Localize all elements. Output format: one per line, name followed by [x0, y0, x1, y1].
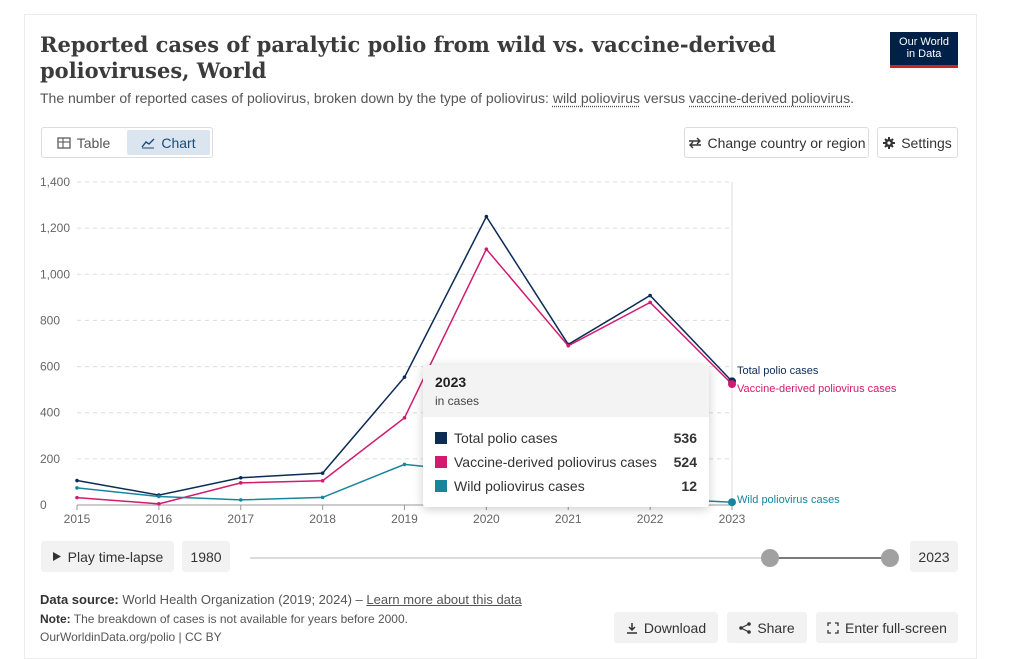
- x-tick-label: 2015: [64, 512, 91, 526]
- data-point: [238, 498, 243, 502]
- logo-line1: Our World: [899, 36, 949, 48]
- owid-logo[interactable]: Our World in Data: [890, 32, 958, 68]
- learn-more-link[interactable]: Learn more about this data: [366, 592, 522, 607]
- y-tick-label: 0: [40, 498, 47, 512]
- data-point: [157, 502, 161, 506]
- swatch-vaccine: [435, 456, 447, 468]
- y-tick-label: 1,200: [40, 221, 70, 235]
- y-tick-label: 200: [40, 452, 60, 466]
- swatch-wild: [435, 480, 447, 492]
- data-point: [75, 495, 79, 500]
- data-point: [648, 300, 652, 305]
- logo-line2: in Data: [906, 48, 942, 60]
- tooltip-row-vaccine: Vaccine-derived poliovirus cases 524: [423, 450, 709, 474]
- data-point: [648, 293, 652, 298]
- data-point: [320, 471, 325, 475]
- data-point: [320, 495, 325, 500]
- timeline-track[interactable]: [250, 557, 890, 559]
- fullscreen-button[interactable]: Enter full-screen: [816, 612, 958, 643]
- tab-chart-label: Chart: [161, 134, 196, 151]
- tooltip-row-wild: Wild poliovirus cases 12: [423, 474, 709, 498]
- play-icon: [52, 552, 61, 561]
- series-label: Vaccine-derived poliovirus cases: [737, 383, 897, 395]
- vaccine-derived-poliovirus-link[interactable]: vaccine-derived poliovirus: [689, 90, 851, 106]
- tooltip-unit: in cases: [435, 394, 480, 408]
- series-label: Wild poliovirus cases: [737, 494, 840, 506]
- tab-table-label: Table: [76, 134, 111, 151]
- data-source: Data source: World Health Organization (…: [40, 592, 522, 607]
- x-tick-label: 2017: [227, 512, 254, 526]
- share-button[interactable]: Share: [727, 612, 807, 643]
- y-tick-label: 1,000: [40, 267, 70, 281]
- x-tick-label: 2020: [473, 512, 500, 526]
- tooltip-row-total: Total polio cases 536: [423, 426, 709, 450]
- play-timelapse-button[interactable]: Play time-lapse: [41, 541, 174, 572]
- data-point: [484, 214, 489, 219]
- play-label: Play time-lapse: [67, 548, 164, 565]
- data-point: [75, 478, 79, 483]
- chart-tooltip: 2023 in cases Total polio cases 536 Vacc…: [423, 365, 709, 507]
- timeline-start-year[interactable]: 1980: [182, 541, 230, 572]
- y-tick-label: 1,400: [40, 175, 70, 189]
- data-point: [238, 481, 243, 485]
- wild-poliovirus-link[interactable]: wild poliovirus: [552, 90, 640, 106]
- x-tick-label: 2021: [555, 512, 582, 526]
- data-point: [728, 380, 736, 389]
- gear-icon: [883, 136, 896, 149]
- chart-note: Note: The breakdown of cases is not avai…: [40, 612, 408, 626]
- x-tick-label: 2023: [719, 512, 746, 526]
- data-point: [320, 478, 325, 483]
- chart-subtitle: The number of reported cases of poliovir…: [40, 90, 854, 106]
- line-chart-icon: [141, 138, 155, 148]
- chart-title: Reported cases of paralytic polio from w…: [40, 32, 776, 83]
- change-country-label: Change country or region: [707, 134, 866, 151]
- series-label: Total polio cases: [737, 365, 819, 377]
- data-point: [75, 486, 79, 490]
- y-tick-label: 600: [40, 360, 60, 374]
- data-point: [566, 344, 571, 348]
- swap-arrows-icon: [688, 137, 701, 148]
- tab-table[interactable]: Table: [42, 128, 125, 157]
- change-country-button[interactable]: Change country or region: [684, 127, 869, 158]
- data-point: [402, 462, 407, 467]
- x-tick-label: 2022: [637, 512, 664, 526]
- y-tick-label: 400: [40, 406, 60, 420]
- timeline-end-year[interactable]: 2023: [910, 541, 958, 572]
- y-tick-label: 800: [40, 313, 60, 327]
- timeline-start-handle[interactable]: [761, 549, 779, 567]
- tooltip-year: 2023: [435, 374, 467, 390]
- data-point: [402, 415, 407, 420]
- data-point: [484, 247, 489, 251]
- x-tick-label: 2018: [309, 512, 336, 526]
- settings-button[interactable]: Settings: [877, 127, 958, 158]
- table-icon: [57, 136, 71, 149]
- fullscreen-icon: [827, 621, 839, 634]
- timeline-end-handle[interactable]: [881, 549, 899, 567]
- chart-credit[interactable]: OurWorldinData.org/polio | CC BY: [40, 630, 222, 644]
- data-point: [157, 494, 161, 499]
- swatch-total: [435, 432, 447, 444]
- view-tabs: Table Chart: [41, 127, 213, 158]
- data-point: [402, 375, 407, 379]
- download-button[interactable]: Download: [614, 612, 718, 643]
- share-icon: [739, 621, 752, 634]
- data-point: [728, 498, 736, 507]
- data-point: [238, 475, 243, 480]
- tab-chart[interactable]: Chart: [127, 130, 210, 155]
- settings-label: Settings: [901, 134, 952, 151]
- x-tick-label: 2016: [146, 512, 173, 526]
- x-tick-label: 2019: [391, 512, 418, 526]
- download-icon: [626, 622, 637, 634]
